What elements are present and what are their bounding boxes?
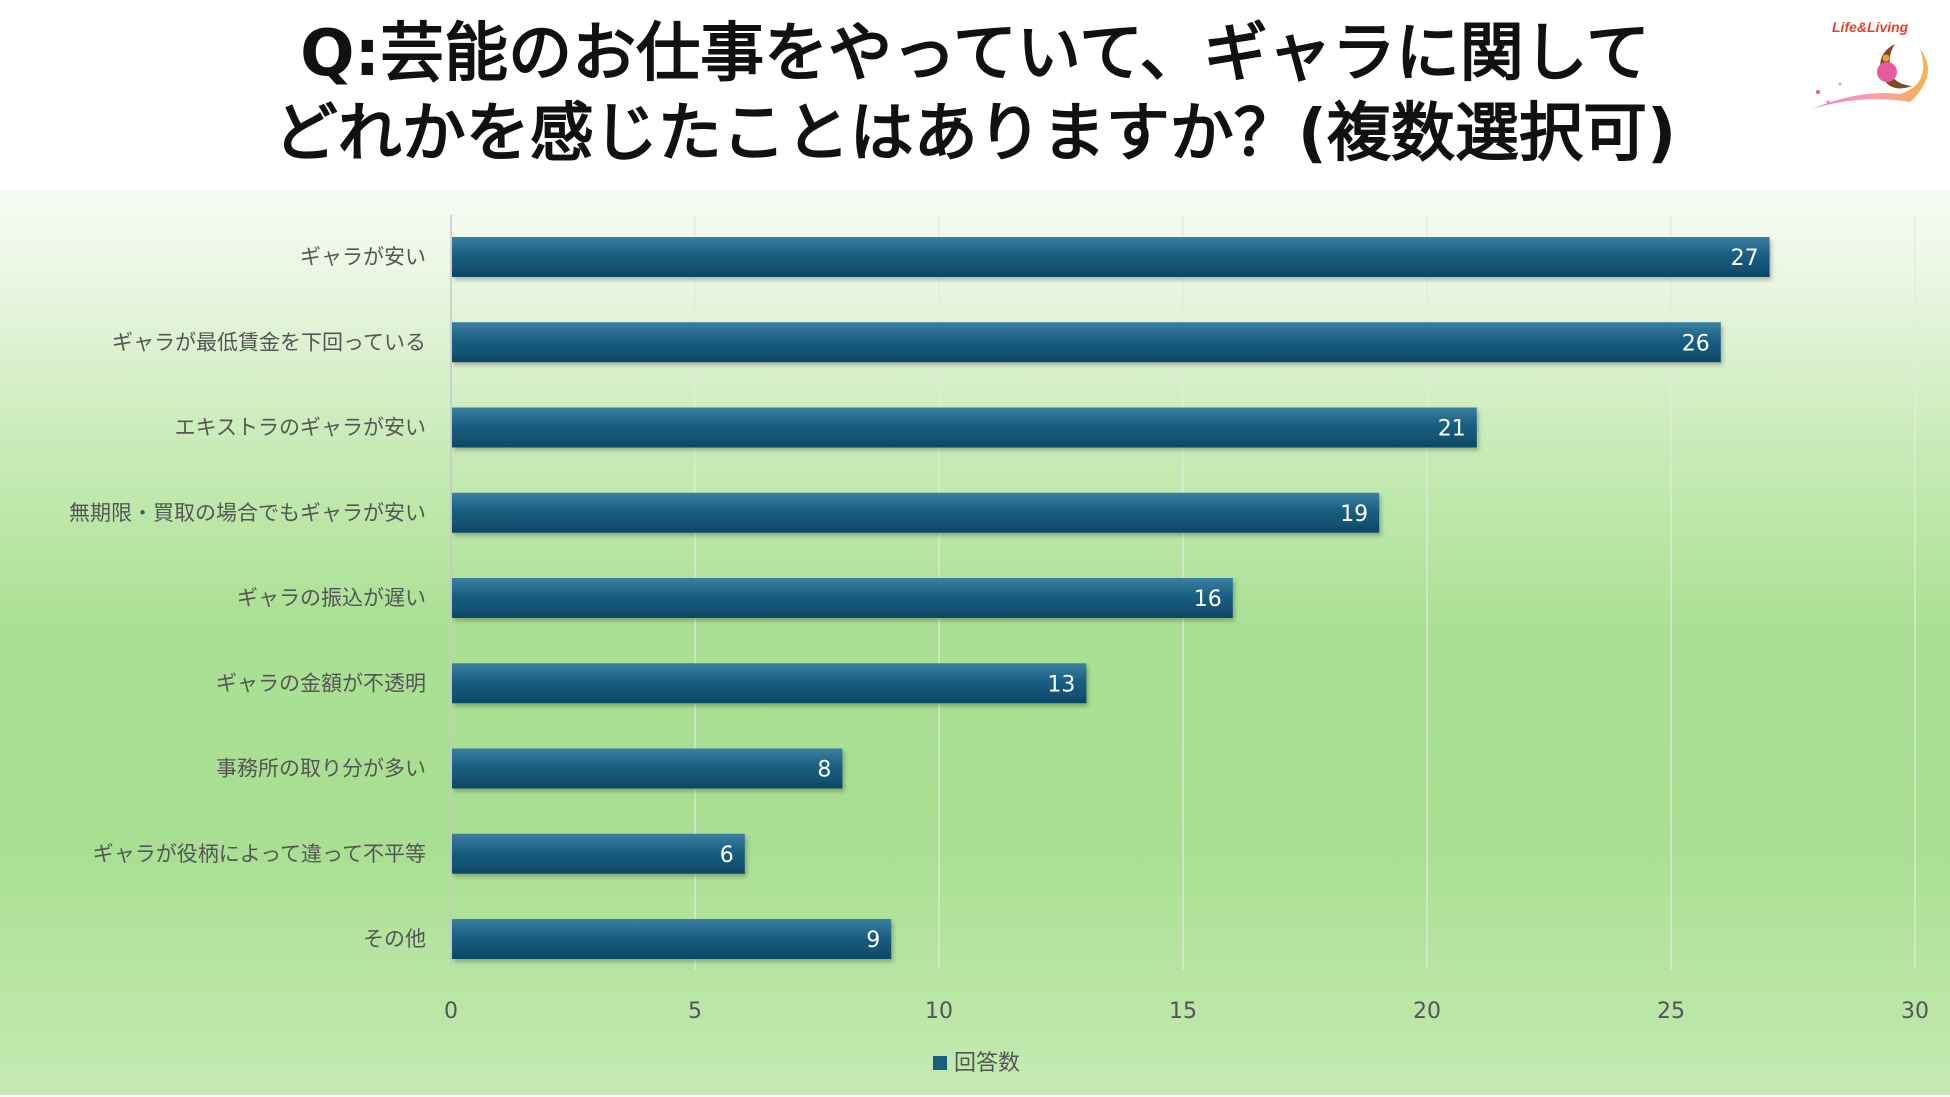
x-tick-label: 30 (1901, 999, 1929, 1024)
header: Q:芸能のお仕事をやっていて、ギャラに関して どれかを感じたことはありますか？(… (0, 0, 1950, 190)
bar-value-label: 13 (1047, 672, 1075, 697)
brand-logo-text: Life&Living (1832, 19, 1909, 35)
bar (452, 322, 1721, 363)
bars: 27 26 21 19 16 13 8 6 9 (452, 237, 1770, 959)
bar-value-label: 6 (720, 843, 734, 868)
bar (452, 919, 892, 959)
title-line-2: どれかを感じたことはありますか？(複数選択可) (273, 97, 1677, 171)
bar-value-label: 9 (866, 928, 880, 953)
bar (452, 748, 843, 789)
bar (452, 833, 745, 874)
category-label: エキストラのギャラが安い (175, 416, 426, 440)
category-label: ギャラが最低賃金を下回っている (112, 330, 426, 354)
category-label: 事務所の取り分が多い (216, 757, 426, 781)
x-tick-label: 20 (1413, 999, 1441, 1024)
bar-value-label: 21 (1438, 417, 1466, 442)
x-tick-label: 25 (1657, 999, 1685, 1024)
legend: 回答数 (933, 1051, 1020, 1076)
chart-area: 27 26 21 19 16 13 8 6 9 ギャラが安いギャラが最低賃金を下回っているエキス… (0, 190, 1950, 1097)
bar-value-label: 19 (1340, 502, 1368, 527)
bar-value-label: 26 (1682, 331, 1710, 356)
x-axis-tick-labels: 0 5 10 15 20 25 30 (444, 999, 1929, 1024)
bar (452, 663, 1087, 704)
x-tick-label: 15 (1169, 999, 1197, 1024)
category-label: 無期限・買取の場合でもギャラが安い (69, 501, 426, 525)
bar (452, 407, 1477, 448)
x-tick-label: 5 (688, 999, 702, 1024)
title-line-1: Q:芸能のお仕事をやっていて、ギャラに関して (300, 17, 1650, 91)
bar-chart: 27 26 21 19 16 13 8 6 9 ギャラが安いギャラが最低賃金を下回っているエキス… (69, 215, 1929, 1076)
category-label: ギャラが安い (300, 245, 426, 269)
category-label: その他 (363, 927, 426, 951)
page-title: Q:芸能のお仕事をやっていて、ギャラに関して どれかを感じたことはありますか？(… (0, 14, 1950, 174)
category-label: ギャラの金額が不透明 (216, 671, 426, 695)
brand-logo (1812, 44, 1928, 109)
x-tick-label: 10 (925, 999, 953, 1024)
bar-value-label: 16 (1194, 587, 1222, 612)
x-tick-label: 0 (444, 999, 458, 1024)
category-label: ギャラが役柄によって違って不平等 (93, 842, 426, 866)
bar (452, 492, 1380, 533)
legend-swatch (933, 1056, 947, 1070)
category-labels: ギャラが安いギャラが最低賃金を下回っているエキストラのギャラが安い無期限・買取の… (69, 245, 426, 951)
category-label: ギャラの振込が遅い (237, 586, 426, 610)
bar-value-label: 8 (817, 758, 831, 783)
bar (452, 237, 1770, 277)
bar-value-label: 27 (1731, 246, 1759, 271)
legend-label: 回答数 (954, 1051, 1020, 1076)
bar (452, 578, 1233, 618)
